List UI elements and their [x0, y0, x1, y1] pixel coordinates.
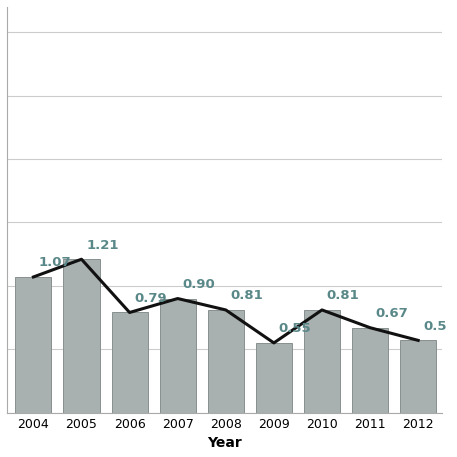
Text: 0.81: 0.81 [327, 289, 360, 303]
Text: 0.55: 0.55 [279, 322, 311, 335]
Bar [400, 340, 436, 413]
Bar [208, 310, 244, 413]
Bar [112, 313, 148, 413]
Bar [304, 310, 340, 413]
Bar [352, 328, 388, 413]
Text: 1.07: 1.07 [38, 256, 71, 269]
Text: 1.21: 1.21 [86, 239, 119, 252]
Bar [256, 343, 292, 413]
Text: 0.79: 0.79 [134, 292, 167, 305]
Text: 0.90: 0.90 [182, 278, 215, 291]
Text: 0.81: 0.81 [231, 289, 263, 303]
Text: 0.5: 0.5 [423, 320, 446, 333]
Text: 0.67: 0.67 [375, 307, 408, 320]
Bar [159, 298, 196, 413]
X-axis label: Year: Year [207, 436, 242, 450]
Bar [16, 277, 52, 413]
Bar [64, 259, 100, 413]
